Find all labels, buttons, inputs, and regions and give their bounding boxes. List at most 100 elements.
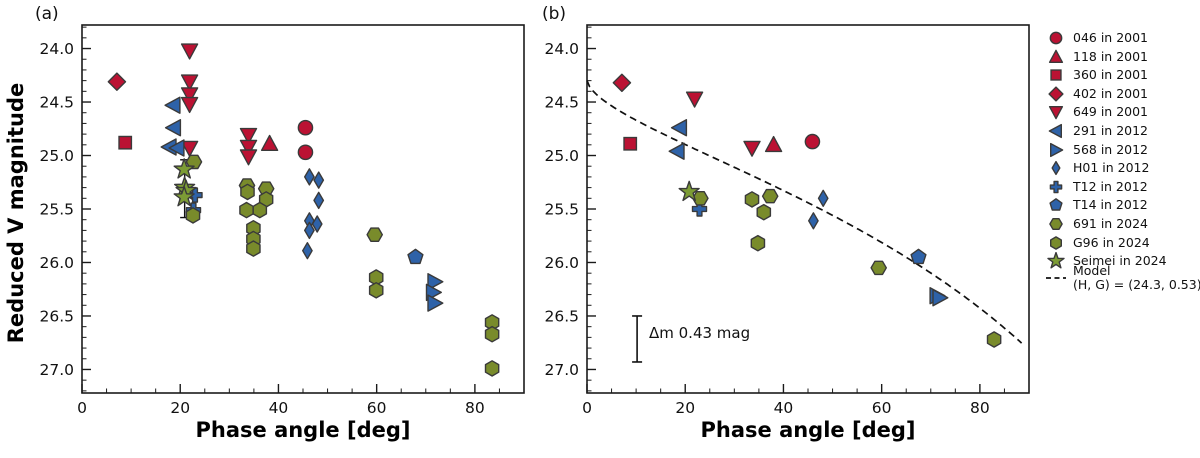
data-point <box>764 135 783 153</box>
y-tick-label: 26.0 <box>544 254 579 272</box>
legend-label: G96 in 2024 <box>1073 234 1150 250</box>
data-point <box>756 203 772 221</box>
model-curve <box>586 80 1023 344</box>
data-point <box>368 282 384 299</box>
legend-item-seimei-in-2024: Seimei in 2024 <box>1046 252 1167 269</box>
legend-item-model: Model (H, G) = (24.3, 0.53) <box>1046 263 1200 291</box>
data-point <box>427 273 444 291</box>
thin-diamond-icon <box>1051 161 1061 176</box>
series-046-in-2001 <box>804 133 821 150</box>
ticks <box>81 26 525 393</box>
panel-b: 0 20 40 60 80 24.0 24.5 25.0 25.5 26.0 26.5 27.0 <box>544 24 1030 417</box>
data-point <box>180 43 199 60</box>
pentagon-icon <box>1049 198 1063 212</box>
series-291-in-2012 <box>668 118 688 160</box>
data-point <box>484 325 500 343</box>
y-tick-label: 25.5 <box>544 201 579 219</box>
triangle-down-icon <box>1048 106 1064 120</box>
x-tick-label: 0 <box>77 399 87 417</box>
panel-a-label: (a) <box>35 4 59 24</box>
data-point <box>239 139 258 156</box>
y-tick-label: 25.5 <box>39 201 74 219</box>
plus-icon <box>1049 180 1063 194</box>
panel-a: 0 20 40 60 80 24.0 24.5 25.0 25.5 26.0 26.5 27.0 <box>39 24 525 417</box>
y-tick-label: 26.5 <box>39 307 74 325</box>
x-tick-label: 40 <box>774 399 794 417</box>
triangle-left-icon <box>1048 123 1063 139</box>
star-icon <box>1047 252 1065 269</box>
legend-label: H01 in 2012 <box>1073 160 1150 176</box>
data-point <box>910 248 927 265</box>
data-point <box>297 144 314 161</box>
data-point <box>685 91 704 108</box>
series-568-in-2012 <box>929 287 949 307</box>
legend-label: Seimei in 2024 <box>1073 253 1167 269</box>
series-568-in-2012 <box>425 273 444 312</box>
x-axis-title-a: Phase angle [deg] <box>195 418 411 442</box>
data-point <box>427 294 444 312</box>
triangle-left-glyph <box>1048 123 1063 139</box>
pentagon-glyph <box>1049 198 1063 212</box>
data-point <box>623 136 638 151</box>
data-point <box>313 171 325 189</box>
data-point <box>173 158 195 179</box>
data-point <box>808 212 819 230</box>
legend-item-g96-in-2024: G96 in 2024 <box>1046 235 1150 251</box>
star-glyph <box>1047 252 1065 269</box>
hexagon-glyph <box>1049 235 1063 250</box>
hexagon-icon <box>1049 235 1063 250</box>
series-046-in-2001 <box>297 119 314 161</box>
series-t12-in-2012 <box>691 201 708 217</box>
x-axis-title-b: Phase angle [deg] <box>700 418 916 442</box>
data-point <box>761 188 779 204</box>
data-point <box>260 134 279 152</box>
y-tick-label: 24.5 <box>544 94 579 112</box>
y-axis-title: Reduced V magnitude <box>4 82 28 344</box>
data-point <box>173 185 195 207</box>
legend-item-t14-in-2012: T14 in 2012 <box>1046 197 1148 213</box>
series-691-in-2024 <box>692 188 887 276</box>
y-tick-label: 27.0 <box>39 361 74 379</box>
y-tick-label: 27.0 <box>544 361 579 379</box>
series-seimei-in-2024 <box>678 180 700 202</box>
data-point <box>750 234 766 252</box>
legend-label: 691 in 2024 <box>1073 216 1149 231</box>
plot-frame <box>81 24 525 394</box>
series-h01-in-2012 <box>302 168 325 260</box>
y-tick-label: 24.0 <box>39 40 74 58</box>
x-tick-label: 20 <box>170 399 190 417</box>
series-g96-in-2024 <box>744 191 1002 348</box>
series-360-in-2001 <box>118 135 133 150</box>
series-h01-in-2012 <box>808 189 829 230</box>
x-tick-label: 80 <box>970 399 990 417</box>
legend-label: 568 in 2012 <box>1073 141 1149 157</box>
legend-item-118-in-2001: 118 in 2001 <box>1046 49 1148 65</box>
x-tick-label: 40 <box>269 399 289 417</box>
data-point <box>304 221 315 240</box>
x-tick-label: 20 <box>675 399 695 417</box>
data-point <box>366 227 383 243</box>
data-point <box>164 118 182 137</box>
legend-item-h01-in-2012: H01 in 2012 <box>1046 160 1149 176</box>
legend-label: 360 in 2001 <box>1073 67 1149 83</box>
y-tick-label: 25.0 <box>544 147 579 165</box>
data-point <box>240 183 255 201</box>
data-point <box>239 201 254 219</box>
data-point <box>986 331 1002 348</box>
y-tick-label: 26.5 <box>544 307 579 325</box>
data-point <box>239 127 258 145</box>
series-t14-in-2012 <box>910 248 927 265</box>
hexagon-flat-icon <box>1049 218 1063 231</box>
data-point <box>252 201 268 219</box>
legend-label-2: (H, G) = (24.3, 0.53) <box>1073 276 1200 292</box>
data-point <box>817 189 829 208</box>
legend-label: 046 in 2001 <box>1073 30 1149 45</box>
data-point <box>691 201 708 217</box>
data-point <box>311 215 323 233</box>
data-point <box>313 191 325 210</box>
series-360-in-2001 <box>623 136 638 151</box>
series-291-in-2012 <box>160 96 185 157</box>
data-point <box>180 74 199 91</box>
